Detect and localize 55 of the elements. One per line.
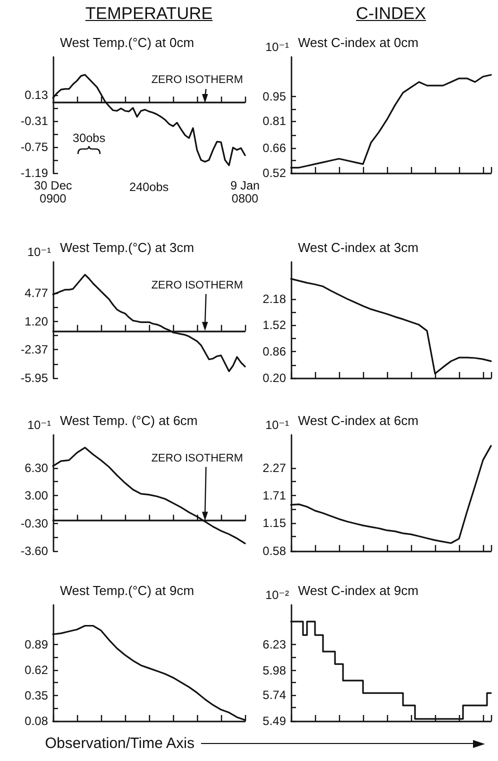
chart-title: West Temp.(°C) at 3cm — [60, 240, 194, 255]
ref-line-label: ZERO ISOTHERM — [151, 452, 243, 464]
annotation: 30obs — [72, 131, 106, 146]
x-tick-label: 30 Dec 0900 — [34, 178, 72, 206]
y-axis-title: 10⁻¹ — [27, 245, 51, 259]
y-tick-label: 0.95 — [262, 89, 286, 104]
y-tick-label: -3.60 — [20, 544, 48, 558]
x-tick-label: 9 Jan 0800 — [230, 178, 260, 206]
y-tick-label: 5.74 — [262, 688, 286, 702]
y-tick-label: 4.77 — [24, 286, 48, 300]
y-tick-label: 0.62 — [24, 663, 48, 678]
y-tick-label: 0.52 — [262, 166, 286, 180]
chart-title: West Temp. (°C) at 6cm — [60, 413, 198, 428]
y-tick-label: 6.23 — [262, 637, 286, 652]
y-tick-label: 1.15 — [262, 516, 286, 530]
chart-title: West Temp.(°C) at 9cm — [60, 583, 194, 598]
chart-title: C-INDEX — [356, 4, 426, 23]
x-axis-title: Observation/Time Axis — [45, 735, 194, 752]
y-tick-label: -5.95 — [20, 371, 48, 385]
y-tick-label: 0.20 — [262, 371, 286, 385]
y-tick-label: 1.20 — [24, 314, 48, 328]
text: 240obs — [129, 180, 169, 194]
chart-title: TEMPERATURE — [85, 4, 213, 23]
chart-title: West C-index at 6cm — [298, 413, 418, 428]
y-tick-label: -2.37 — [20, 342, 48, 357]
chart-subtitle: West C-index at 0cm — [298, 35, 418, 50]
y-tick-label: -1.19 — [20, 166, 48, 180]
chart-title: West C-index at 9cm — [298, 583, 418, 598]
y-tick-label: 0.13 — [24, 88, 48, 102]
y-tick-label: 1.52 — [262, 318, 286, 332]
y-tick-label: 0.58 — [262, 544, 286, 558]
y-tick-label: 1.71 — [262, 488, 286, 502]
y-tick-label: 5.49 — [262, 714, 286, 728]
y-tick-label: 0.66 — [262, 141, 286, 156]
y-axis-title: 10⁻¹ — [265, 418, 289, 432]
ref-line-label: ZERO ISOTHERM — [151, 280, 243, 292]
y-tick-label: 0.08 — [24, 714, 48, 728]
y-tick-label: -0.75 — [20, 140, 48, 154]
y-tick-label: -0.31 — [20, 114, 48, 128]
y-tick-label: -0.30 — [20, 516, 48, 530]
y-tick-label: 3.00 — [24, 488, 48, 503]
y-tick-label: 0.86 — [262, 344, 286, 359]
y-tick-label: 6.30 — [24, 460, 48, 475]
y-axis-title: 10⁻² — [265, 588, 289, 602]
y-tick-label: 5.98 — [262, 663, 286, 678]
y-tick-label: 0.35 — [24, 688, 48, 703]
y-axis-title: 10⁻¹ — [27, 418, 51, 432]
chart-title: West C-index at 3cm — [298, 240, 418, 255]
y-tick-label: 0.81 — [262, 114, 286, 128]
y-tick-label: 2.27 — [262, 460, 286, 475]
y-axis-title: 10⁻¹ — [265, 40, 289, 54]
chart-subtitle: West Temp.(°C) at 0cm — [60, 35, 194, 50]
ref-line-label: ZERO ISOTHERM — [151, 74, 243, 86]
y-tick-label: 2.18 — [262, 292, 286, 306]
y-tick-label: 0.89 — [24, 638, 48, 652]
